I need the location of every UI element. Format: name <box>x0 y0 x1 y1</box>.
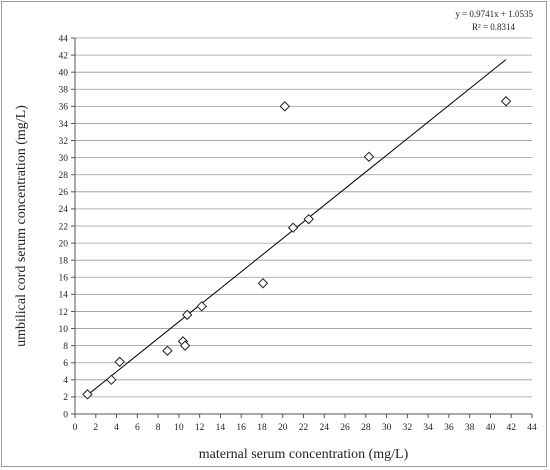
x-tick-label-10: 10 <box>174 423 184 433</box>
y-tick-label-4: 4 <box>63 376 68 386</box>
x-tick-label-4: 4 <box>114 423 119 433</box>
y-axis-title: umbilical cord serum concentration (mg/L… <box>14 105 29 347</box>
data-point-10 <box>279 101 291 112</box>
x-tick-label-32: 32 <box>403 423 413 433</box>
r-squared-label: R² = 0.8314 <box>472 22 516 32</box>
x-tick-label-8: 8 <box>156 423 161 433</box>
y-tick-label-6: 6 <box>63 359 68 369</box>
x-tick-label-44: 44 <box>527 423 537 433</box>
data-point-2 <box>106 374 117 386</box>
data-point-1 <box>82 389 93 400</box>
tick-labels: 0246810121416182022242628303234363840424… <box>59 34 538 433</box>
x-tick-label-22: 22 <box>299 423 309 433</box>
y-tick-label-28: 28 <box>59 171 69 181</box>
data-point-7 <box>181 309 193 321</box>
trendline-equation: y = 0.9741x + 1.0535 <box>455 9 533 19</box>
y-tick-label-2: 2 <box>63 393 68 403</box>
x-tick-label-36: 36 <box>444 423 454 433</box>
y-tick-label-42: 42 <box>59 51 69 61</box>
gridlines <box>75 37 532 398</box>
x-axis-title: maternal serum concentration (mg/L) <box>199 447 409 462</box>
x-tick-label-38: 38 <box>465 423 475 433</box>
x-tick-label-16: 16 <box>236 423 246 433</box>
y-tick-label-40: 40 <box>59 68 69 78</box>
y-tick-label-30: 30 <box>59 154 69 164</box>
x-tick-label-42: 42 <box>506 423 516 433</box>
y-tick-label-12: 12 <box>59 308 69 318</box>
y-tick-label-0: 0 <box>63 410 68 420</box>
y-tick-label-14: 14 <box>59 291 69 301</box>
x-tick-label-34: 34 <box>423 423 433 433</box>
y-tick-label-16: 16 <box>59 274 69 284</box>
x-tick-label-24: 24 <box>320 423 330 433</box>
y-tick-label-32: 32 <box>59 137 69 147</box>
data-point-12 <box>303 213 314 225</box>
x-tick-label-14: 14 <box>216 423 226 433</box>
data-point-8 <box>196 301 207 312</box>
data-point-9 <box>257 278 269 289</box>
x-tick-label-40: 40 <box>486 423 496 433</box>
y-tick-label-18: 18 <box>59 256 69 266</box>
data-point-13 <box>363 151 375 162</box>
x-tick-label-0: 0 <box>73 423 78 433</box>
data-point-4 <box>162 345 173 356</box>
data-points <box>82 96 512 400</box>
data-point-11 <box>287 222 299 233</box>
x-tick-label-2: 2 <box>93 423 98 433</box>
y-tick-label-10: 10 <box>59 325 69 335</box>
y-tick-label-44: 44 <box>59 34 69 44</box>
x-tick-label-30: 30 <box>382 423 392 433</box>
x-tick-label-6: 6 <box>135 423 140 433</box>
y-tick-label-34: 34 <box>59 120 69 130</box>
x-tick-label-20: 20 <box>278 423 288 433</box>
y-tick-label-8: 8 <box>63 342 68 352</box>
data-point-6 <box>179 340 191 351</box>
x-tick-label-12: 12 <box>195 423 205 433</box>
y-tick-label-36: 36 <box>59 103 69 113</box>
x-tick-label-18: 18 <box>257 423 267 433</box>
axes <box>71 37 533 418</box>
x-tick-label-28: 28 <box>361 423 371 433</box>
y-tick-label-24: 24 <box>59 205 69 215</box>
data-point-3 <box>114 356 125 368</box>
y-tick-label-20: 20 <box>59 239 69 249</box>
y-tick-label-26: 26 <box>59 188 69 198</box>
data-point-14 <box>500 96 512 107</box>
y-tick-label-22: 22 <box>59 222 69 232</box>
y-tick-label-38: 38 <box>59 86 69 96</box>
x-tick-label-26: 26 <box>340 423 350 433</box>
